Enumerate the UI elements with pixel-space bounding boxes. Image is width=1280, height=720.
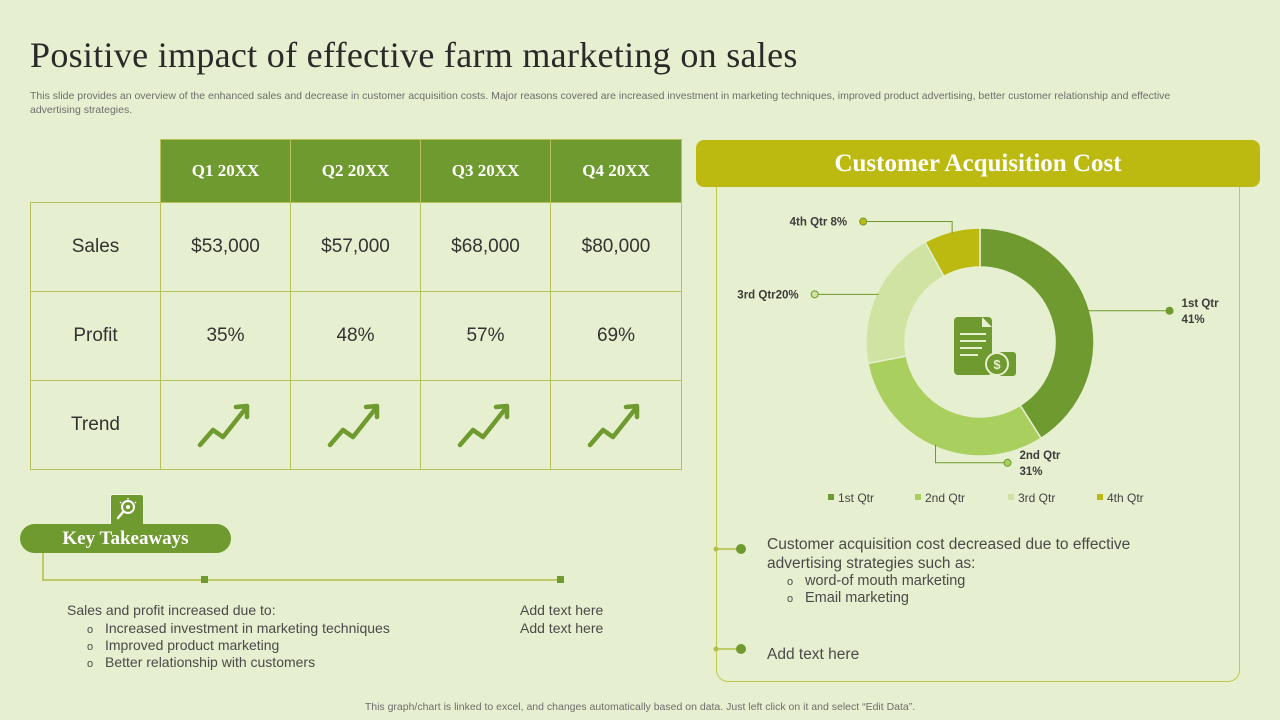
table-row-trend: Trend xyxy=(30,380,682,470)
sales-q4: $80,000 xyxy=(550,202,682,292)
profit-q1: 35% xyxy=(160,291,291,381)
data-label-4: 4th Qtr 8% xyxy=(790,217,848,229)
data-label-2: 2nd Qtr 31% xyxy=(1020,450,1061,478)
trend-up-arrow-icon xyxy=(197,403,249,448)
legend-swatch xyxy=(1008,494,1014,500)
legend-item-1: 1st Qtr xyxy=(828,491,874,505)
list-item: o Email marketing xyxy=(787,590,909,606)
table-header-row: Q1 20XX Q2 20XX Q3 20XX Q4 20XX xyxy=(30,139,682,203)
trend-q1 xyxy=(160,380,291,470)
header-q2: Q2 20XX xyxy=(290,139,421,203)
takeaways-intro: Sales and profit increased due to: xyxy=(67,602,276,618)
footer-note: This graph/chart is linked to excel, and… xyxy=(364,701,916,713)
data-label-3: 3rd Qtr20% xyxy=(737,289,798,301)
header-q3: Q3 20XX xyxy=(420,139,551,203)
trend-q4 xyxy=(550,380,682,470)
table-row-profit: Profit 35% 48% 57% 69% xyxy=(30,291,682,381)
placeholder-text: Add text here xyxy=(520,602,604,618)
table-corner-cell xyxy=(30,139,161,203)
legend-item-4: 4th Qtr xyxy=(1097,491,1144,505)
sales-q3: $68,000 xyxy=(420,202,551,292)
trend-up-arrow-icon xyxy=(327,403,379,448)
placeholder-text: Add text here xyxy=(520,620,604,636)
profit-q2: 48% xyxy=(290,291,421,381)
donut-chart: 1st Qtr 41% 2nd Qtr 31% 3rd Qtr20% 4th Qtr 8%… xyxy=(737,217,1220,505)
leader-dot xyxy=(1003,458,1012,467)
cac-point-2: Add text here xyxy=(767,646,860,663)
page-title: Positive impact of effective farm market… xyxy=(30,35,798,75)
legend-swatch xyxy=(915,494,921,500)
key-takeaways-heading: Key Takeaways xyxy=(20,524,231,553)
donut-slice-3 xyxy=(865,241,945,365)
cac-point-1: Customer acquisition cost decreased due … xyxy=(767,536,1131,572)
list-item: o Improved product marketing xyxy=(87,637,280,653)
table-row-sales: Sales $53,000 $57,000 $68,000 $80,000 xyxy=(30,202,682,292)
list-item: o Better relationship with customers xyxy=(87,654,316,670)
leader-dot xyxy=(1165,306,1174,315)
header-q1: Q1 20XX xyxy=(160,139,291,203)
legend-swatch xyxy=(1097,494,1103,500)
legend-label: 4th Qtr xyxy=(1107,491,1144,505)
profit-q3: 57% xyxy=(420,291,551,381)
leader-line xyxy=(863,221,953,234)
cac-heading: Customer Acquisition Cost xyxy=(696,140,1260,187)
data-label-1: 1st Qtr 41% xyxy=(1182,298,1220,326)
donut-slice-4 xyxy=(924,227,981,278)
page-subtitle: This slide provides an overview of the e… xyxy=(30,90,1171,116)
quarterly-table: Q1 20XX Q2 20XX Q3 20XX Q4 20XX Sales $5… xyxy=(30,139,682,470)
legend-swatch xyxy=(828,494,834,500)
legend-item-3: 3rd Qtr xyxy=(1008,491,1055,505)
row-label-trend: Trend xyxy=(30,380,161,470)
list-item: o Increased investment in marketing techn… xyxy=(87,620,390,636)
legend-item-2: 2nd Qtr xyxy=(915,491,965,505)
sales-q2: $57,000 xyxy=(290,202,421,292)
row-label-profit: Profit xyxy=(30,291,161,381)
cac-panel-frame xyxy=(716,160,1240,682)
profit-q4: 69% xyxy=(550,291,682,381)
trend-q2 xyxy=(290,380,421,470)
header-q4: Q4 20XX xyxy=(550,139,682,203)
trend-up-arrow-icon xyxy=(457,403,509,448)
leader-dot xyxy=(859,217,868,226)
row-label-sales: Sales xyxy=(30,202,161,292)
leader-dot xyxy=(810,290,819,299)
svg-text:$: $ xyxy=(993,357,1001,372)
legend-label: 1st Qtr xyxy=(838,491,874,505)
donut-slice-1 xyxy=(979,227,1095,440)
legend-label: 3rd Qtr xyxy=(1018,491,1055,505)
trend-q3 xyxy=(420,380,551,470)
sales-q1: $53,000 xyxy=(160,202,291,292)
lightbulb-search-icon xyxy=(110,494,144,528)
leader-line xyxy=(935,444,1008,464)
trend-up-arrow-icon xyxy=(587,403,640,448)
list-item: o word-of mouth marketing xyxy=(787,573,966,589)
invoice-dollar-icon: $ xyxy=(954,317,1016,376)
legend-label: 2nd Qtr xyxy=(925,491,965,505)
